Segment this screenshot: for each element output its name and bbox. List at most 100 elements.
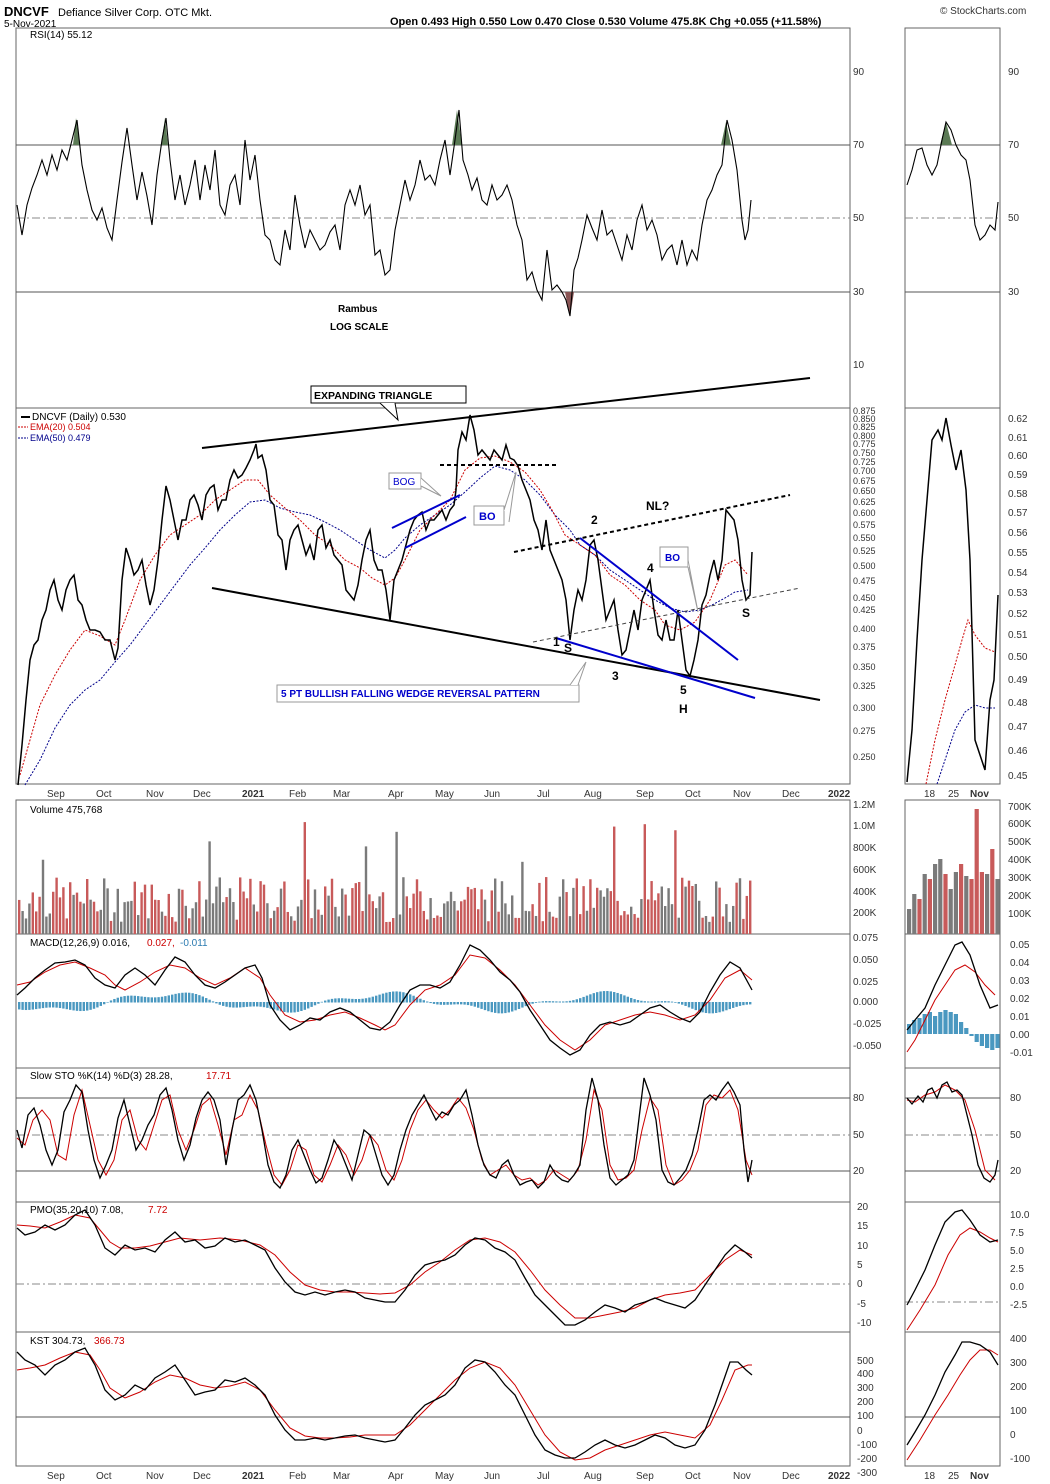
- price-zoom-tick: 0.49: [1008, 675, 1028, 686]
- volume-bar: [521, 861, 524, 934]
- macd-hist-bar: [582, 996, 585, 1003]
- volume-bar: [347, 915, 351, 934]
- volume-bar: [514, 917, 517, 934]
- macd-hist-bar: [558, 1001, 561, 1003]
- macd-hist-bar: [409, 994, 412, 1003]
- volume-bar: [198, 881, 201, 934]
- pmo-tick: 15: [857, 1221, 869, 1232]
- volume-bar: [307, 879, 310, 934]
- macd-hist-bar: [460, 1002, 463, 1005]
- volume-bar: [82, 903, 85, 934]
- macd-hist-bar: [310, 1002, 313, 1007]
- volume-bar: [392, 918, 395, 934]
- volume-bar: [385, 921, 388, 934]
- macd-zoom-tick: 0.02: [1010, 994, 1030, 1005]
- volume-bar: [507, 914, 510, 934]
- volume-bar: [460, 901, 463, 934]
- macd-hist-bar: [191, 993, 194, 1003]
- macd-hist-bar: [249, 1002, 252, 1007]
- macd-hist-bar: [687, 1002, 691, 1008]
- volume-bar: [698, 900, 701, 934]
- sto-tick: 50: [853, 1130, 865, 1141]
- volume-bar: [354, 883, 357, 934]
- macd-hist-bar: [109, 1000, 113, 1003]
- volume-bar: [969, 879, 974, 934]
- rsi-tick-10: 10: [853, 360, 865, 371]
- x-tick: Oct: [96, 1471, 112, 1482]
- macd-hist-bar: [86, 1002, 89, 1011]
- kst-tick: 400: [857, 1369, 874, 1380]
- volume-bar: [31, 892, 34, 934]
- sto-zoom-tick: 80: [1010, 1093, 1022, 1104]
- pmo-tick: -10: [857, 1318, 872, 1329]
- volume-bar: [494, 878, 497, 934]
- macd-hist-bar: [463, 1002, 466, 1005]
- macd-hist-bar: [126, 995, 130, 1003]
- rsi-zoom-tick-30: 30: [1008, 287, 1020, 298]
- x-tick: Oct: [685, 1471, 701, 1482]
- volume-bar: [572, 887, 575, 934]
- volume-bar: [262, 884, 266, 934]
- macd-hist-bar: [65, 1002, 68, 1010]
- volume-bar: [235, 919, 238, 934]
- volume-bar: [606, 888, 609, 934]
- macd-zoom-tick: 0.04: [1010, 958, 1030, 969]
- macd-hist-bar: [974, 1034, 979, 1042]
- volume-bar: [541, 921, 544, 934]
- volume-bar: [725, 904, 728, 934]
- macd-hist-bar: [487, 1002, 490, 1012]
- pmo-label: PMO(35,20,10) 7.08,: [30, 1205, 123, 1216]
- macd-hist-bar: [123, 996, 126, 1003]
- macd-zoom-tick: 0.05: [1010, 940, 1030, 951]
- volume-bar: [361, 911, 364, 934]
- volume-bar: [660, 886, 663, 934]
- volume-bar: [473, 887, 476, 934]
- price-tick: 0.475: [853, 576, 876, 586]
- volume-bar: [674, 830, 677, 934]
- volume-bar: [517, 917, 521, 934]
- volume-bar: [728, 921, 731, 934]
- volume-bar: [99, 909, 102, 934]
- volume-bar: [616, 900, 619, 934]
- volume-bar: [582, 886, 585, 934]
- macd-hist-bar: [616, 992, 619, 1003]
- sto-label: Slow STO %K(14) %D(3) 28.28,: [30, 1071, 173, 1082]
- macd-hist-bar: [171, 994, 174, 1003]
- x-zoom-tick: 25: [948, 789, 960, 800]
- price-zoom-tick: 0.57: [1008, 508, 1028, 519]
- price-tick: 0.250: [853, 752, 876, 762]
- x-tick: Nov: [733, 1471, 751, 1482]
- macd-hist-bar: [354, 999, 357, 1003]
- volume-bar: [388, 921, 391, 934]
- volume-bar: [371, 901, 374, 934]
- right-shoulder-label: S: [742, 606, 750, 620]
- volume-bar: [684, 886, 687, 934]
- sto-d-value: 17.71: [206, 1071, 231, 1082]
- volume-bar: [650, 881, 653, 934]
- macd-hist-bar: [494, 1002, 497, 1013]
- macd-hist-bar: [307, 1002, 310, 1009]
- volume-bar: [358, 882, 361, 934]
- price-tick: 0.650: [853, 486, 876, 496]
- macd-hist-bar: [133, 995, 136, 1003]
- macd-hist-bar: [290, 1002, 293, 1013]
- volume-bar: [422, 910, 425, 934]
- volume-bar: [738, 878, 742, 934]
- volume-bar: [344, 894, 347, 934]
- macd-hist-bar: [626, 996, 629, 1003]
- macd-hist-bar: [490, 1002, 493, 1013]
- macd-hist-bar: [718, 1002, 721, 1013]
- macd-hist-bar: [28, 1002, 31, 1010]
- volume-zoom-tick: 400K: [1008, 855, 1032, 866]
- price-tick: 0.425: [853, 605, 876, 615]
- volume-bar: [449, 891, 453, 934]
- macd-hist-bar: [405, 993, 408, 1003]
- macd-hist-bar: [565, 1001, 568, 1003]
- macd-hist-bar: [426, 1001, 429, 1003]
- x-tick: Jul: [537, 789, 550, 800]
- rsi-label: RSI(14) 55.12: [30, 30, 93, 41]
- x-tick: Dec: [782, 1471, 800, 1482]
- volume-bar: [147, 918, 150, 934]
- macd-hist-bar: [381, 993, 385, 1003]
- macd-hist-bar: [188, 992, 191, 1003]
